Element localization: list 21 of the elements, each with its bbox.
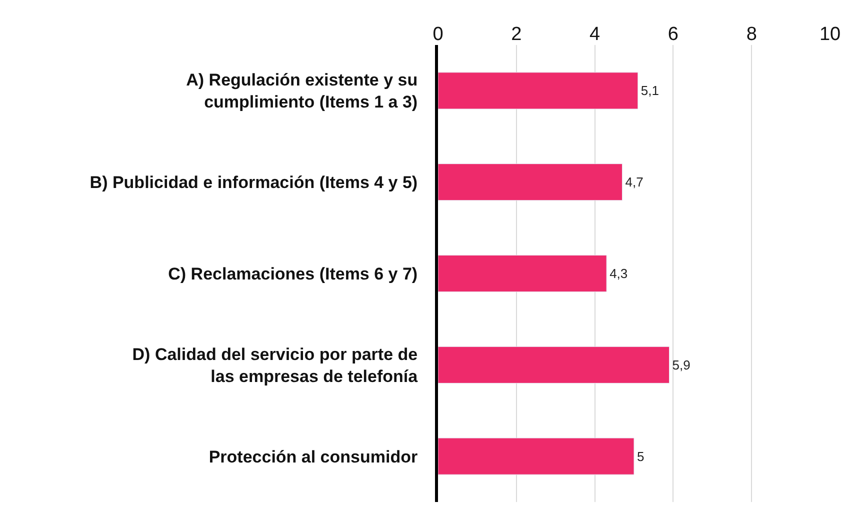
data-label: 5,1 [640,83,659,98]
x-tick-label: 8 [746,24,757,46]
y-tick-label: B) Publicidad e información (Items 4 y 5) [90,173,418,192]
x-tick-label: 0 [432,24,444,46]
bar [438,438,634,475]
data-label: 5,9 [672,357,690,372]
bar [438,346,670,384]
bar [438,254,607,292]
x-tick-label: 10 [819,24,841,46]
bar [438,164,622,201]
x-tick-label: 6 [668,24,678,46]
y-tick-label: C) Reclamaciones (Items 6 y 7) [168,264,418,284]
x-tick-label: 2 [511,24,522,46]
y-tick-label: D) Calidad del servicio por parte de las empresas de telefonía [132,344,418,386]
x-tick-label: 4 [590,24,601,46]
y-tick-label: Protección al consumidor [208,447,418,466]
y-tick-label: A) Regulación existente y su cumplimiento (Items 1 a 3) [186,70,418,112]
bar [438,72,638,110]
data-label: 4,7 [625,174,644,190]
data-label: 5 [637,448,644,464]
data-label: 4,3 [610,266,628,281]
